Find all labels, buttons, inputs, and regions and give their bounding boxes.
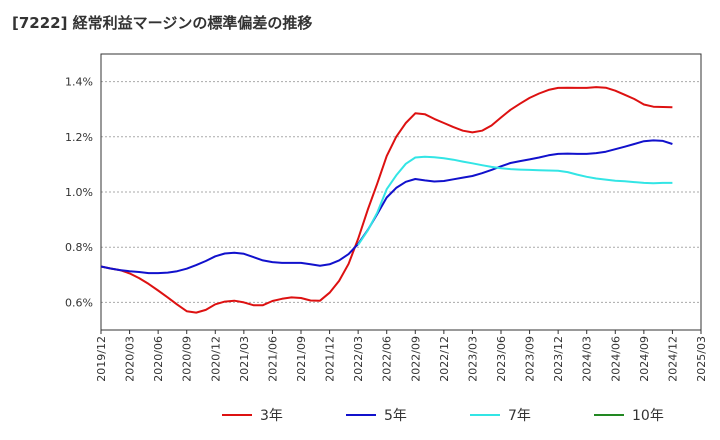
x-axis-ticks: 2019/12 2020/03 2020/06 2020/09 2020/12 2021/…: [95, 330, 708, 382]
series-lines: [100, 86, 673, 314]
x-tick-label: 2022/12: [438, 336, 451, 382]
legend-label-1: 5年: [384, 408, 407, 424]
legend-label-3: 10年: [632, 408, 664, 424]
y-tick-label: 0.8%: [65, 241, 93, 254]
x-tick-label: 2020/09: [181, 336, 194, 382]
x-tick-label: 2020/12: [209, 336, 222, 382]
x-tick-label: 2023/09: [524, 336, 537, 382]
x-tick-label: 2021/12: [324, 336, 337, 382]
x-tick-label: 2022/09: [409, 336, 422, 382]
y-tick-label: 1.2%: [65, 131, 93, 144]
x-tick-label: 2021/06: [266, 336, 279, 382]
x-tick-label: 2024/09: [638, 336, 651, 382]
x-tick-label: 2020/06: [152, 336, 165, 382]
x-tick-label: 2023/03: [466, 336, 479, 382]
x-tick-label: 2019/12: [95, 336, 108, 382]
x-tick-label: 2025/03: [695, 336, 708, 382]
y-axis-ticks: 0.6% 0.8% 1.0% 1.2% 1.4%: [65, 76, 93, 310]
x-tick-label: 2021/03: [238, 336, 251, 382]
legend-label-2: 7年: [508, 408, 531, 424]
x-tick-label: 2023/06: [495, 336, 508, 382]
y-tick-label: 1.0%: [65, 186, 93, 199]
x-tick-label: 2021/09: [295, 336, 308, 382]
series-line-1: [100, 139, 673, 275]
x-tick-label: 2023/12: [552, 336, 565, 382]
plot-frame: [100, 53, 702, 331]
x-tick-label: 2024/06: [609, 336, 622, 382]
x-tick-label: 2022/03: [352, 336, 365, 382]
y-tick-label: 1.4%: [65, 76, 93, 89]
x-tick-label: 2020/03: [124, 336, 137, 382]
legend: 3年 5年 7年 10年: [222, 408, 664, 424]
x-tick-label: 2024/12: [666, 336, 679, 382]
x-tick-label: 2024/03: [581, 336, 594, 382]
series-line-2: [357, 155, 673, 246]
y-tick-label: 0.6%: [65, 296, 93, 309]
chart-title: [7222] 経常利益マージンの標準偏差の推移: [12, 14, 313, 32]
series-line-0: [100, 86, 673, 314]
x-tick-label: 2022/06: [381, 336, 394, 382]
grid-lines: [101, 81, 701, 303]
legend-label-0: 3年: [260, 408, 283, 424]
